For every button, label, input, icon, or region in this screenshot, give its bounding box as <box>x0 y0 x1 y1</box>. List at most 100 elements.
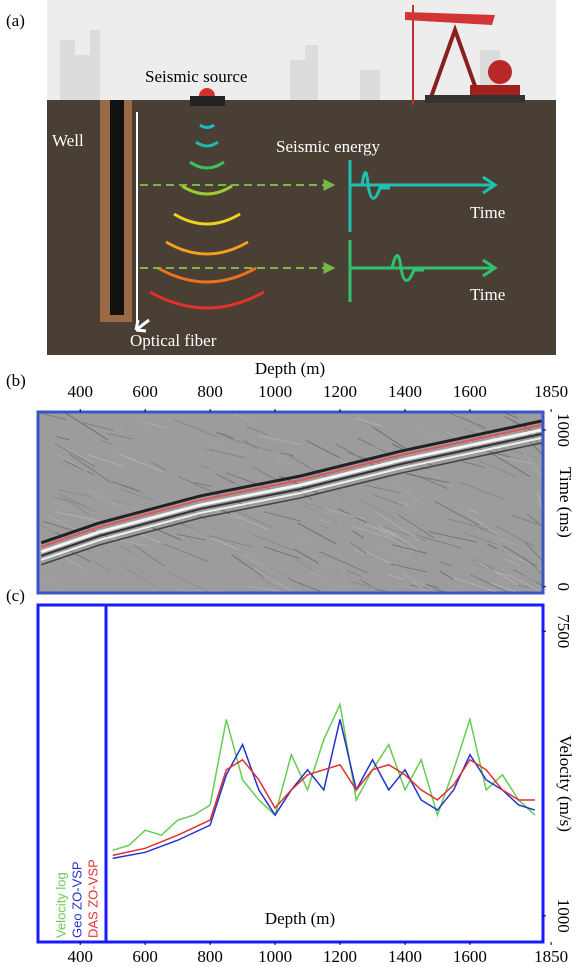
texture-line <box>50 549 86 570</box>
texture-line <box>504 415 544 437</box>
texture-line <box>166 522 199 546</box>
texture-line <box>264 511 301 522</box>
texture-line <box>251 533 293 551</box>
texture-line <box>198 434 226 447</box>
texture-line <box>496 455 532 465</box>
texture-line <box>53 501 79 512</box>
texture-line <box>60 444 94 464</box>
texture-line <box>416 534 462 549</box>
x-axis-label: Depth (m) <box>265 909 335 928</box>
texture-line <box>425 469 453 488</box>
texture-line <box>470 574 510 594</box>
texture-line <box>82 422 114 432</box>
texture-line <box>406 570 419 576</box>
texture-line <box>141 421 168 429</box>
panel-label: (b) <box>6 371 26 390</box>
texture-line <box>383 526 427 542</box>
texture-line <box>526 572 544 594</box>
traces <box>348 160 498 302</box>
texture-line <box>211 537 239 551</box>
x-tick-label: 1000 <box>258 382 292 401</box>
x-tick-label: 1850 <box>534 382 568 401</box>
texture-line <box>365 524 400 537</box>
texture-line <box>164 517 190 528</box>
texture-line <box>149 460 166 471</box>
texture-line <box>434 500 480 526</box>
texture-line <box>348 580 393 594</box>
texture-line <box>392 544 427 554</box>
texture-line <box>471 564 507 574</box>
texture-line <box>242 572 275 586</box>
texture-line <box>479 460 517 478</box>
texture-line <box>385 528 420 551</box>
texture-line <box>462 426 485 440</box>
texture-line <box>156 530 185 539</box>
fiber-pointer <box>134 318 150 333</box>
texture-line <box>288 578 325 594</box>
wavefronts <box>149 123 265 310</box>
seismic-background <box>38 412 543 593</box>
texture-line <box>297 500 324 509</box>
texture-line <box>193 482 212 487</box>
texture-line <box>309 572 325 578</box>
line <box>112 758 535 857</box>
texture-line <box>163 543 209 563</box>
texture-line <box>216 473 236 485</box>
texture-line <box>106 432 133 440</box>
texture-line <box>52 563 67 570</box>
texture-line <box>317 523 331 530</box>
x-tick-label: 600 <box>132 382 158 401</box>
texture-line <box>440 430 489 460</box>
panel-label: (c) <box>6 586 25 605</box>
texture-line <box>307 552 326 564</box>
texture-line <box>468 508 479 514</box>
texture-line <box>130 563 155 581</box>
texture-line <box>505 503 521 510</box>
energy-label: Seismic energy <box>276 137 381 156</box>
time-label: Time <box>470 285 505 304</box>
texture-line <box>487 543 498 550</box>
texture-line <box>64 411 109 441</box>
texture-line <box>245 425 269 436</box>
texture-line <box>63 460 95 476</box>
texture-line <box>112 481 141 492</box>
texture-line <box>234 413 261 426</box>
well-label: Well <box>52 131 84 150</box>
texture-line <box>523 540 544 562</box>
line <box>112 719 536 860</box>
y-axis-label: Time (ms) <box>556 467 575 538</box>
x-tick-label: 1600 <box>453 947 487 966</box>
texture-line <box>319 519 331 523</box>
texture-line <box>331 583 355 590</box>
texture-line <box>349 542 367 554</box>
texture-line <box>395 537 408 546</box>
texture-line <box>257 435 302 446</box>
texture-line <box>202 448 215 453</box>
texture-line <box>123 425 146 438</box>
texture-line <box>225 472 270 490</box>
texture-line <box>473 529 523 548</box>
y-tick-label: 1000 <box>554 899 573 933</box>
texture-line <box>345 569 362 578</box>
texture-line <box>319 551 368 574</box>
texture-line <box>513 539 544 565</box>
texture-line <box>102 498 134 506</box>
time-label: Time <box>470 203 505 222</box>
source-label: Seismic source <box>145 67 247 86</box>
texture-line <box>54 511 103 523</box>
texture-line <box>208 535 254 548</box>
pump-jack <box>405 5 525 105</box>
wavelet-band <box>40 437 542 561</box>
x-tick-label: 1850 <box>534 947 568 966</box>
texture-line <box>321 557 367 583</box>
texture-line <box>92 542 131 564</box>
texture-line <box>68 453 112 484</box>
texture-line <box>148 525 182 541</box>
line <box>112 701 536 852</box>
texture-line <box>355 496 399 522</box>
texture-line <box>511 514 544 527</box>
plot-bg <box>38 605 543 942</box>
legend-label: Geo ZO-VSP <box>69 861 84 938</box>
texture-line <box>230 554 265 578</box>
source <box>190 88 225 106</box>
